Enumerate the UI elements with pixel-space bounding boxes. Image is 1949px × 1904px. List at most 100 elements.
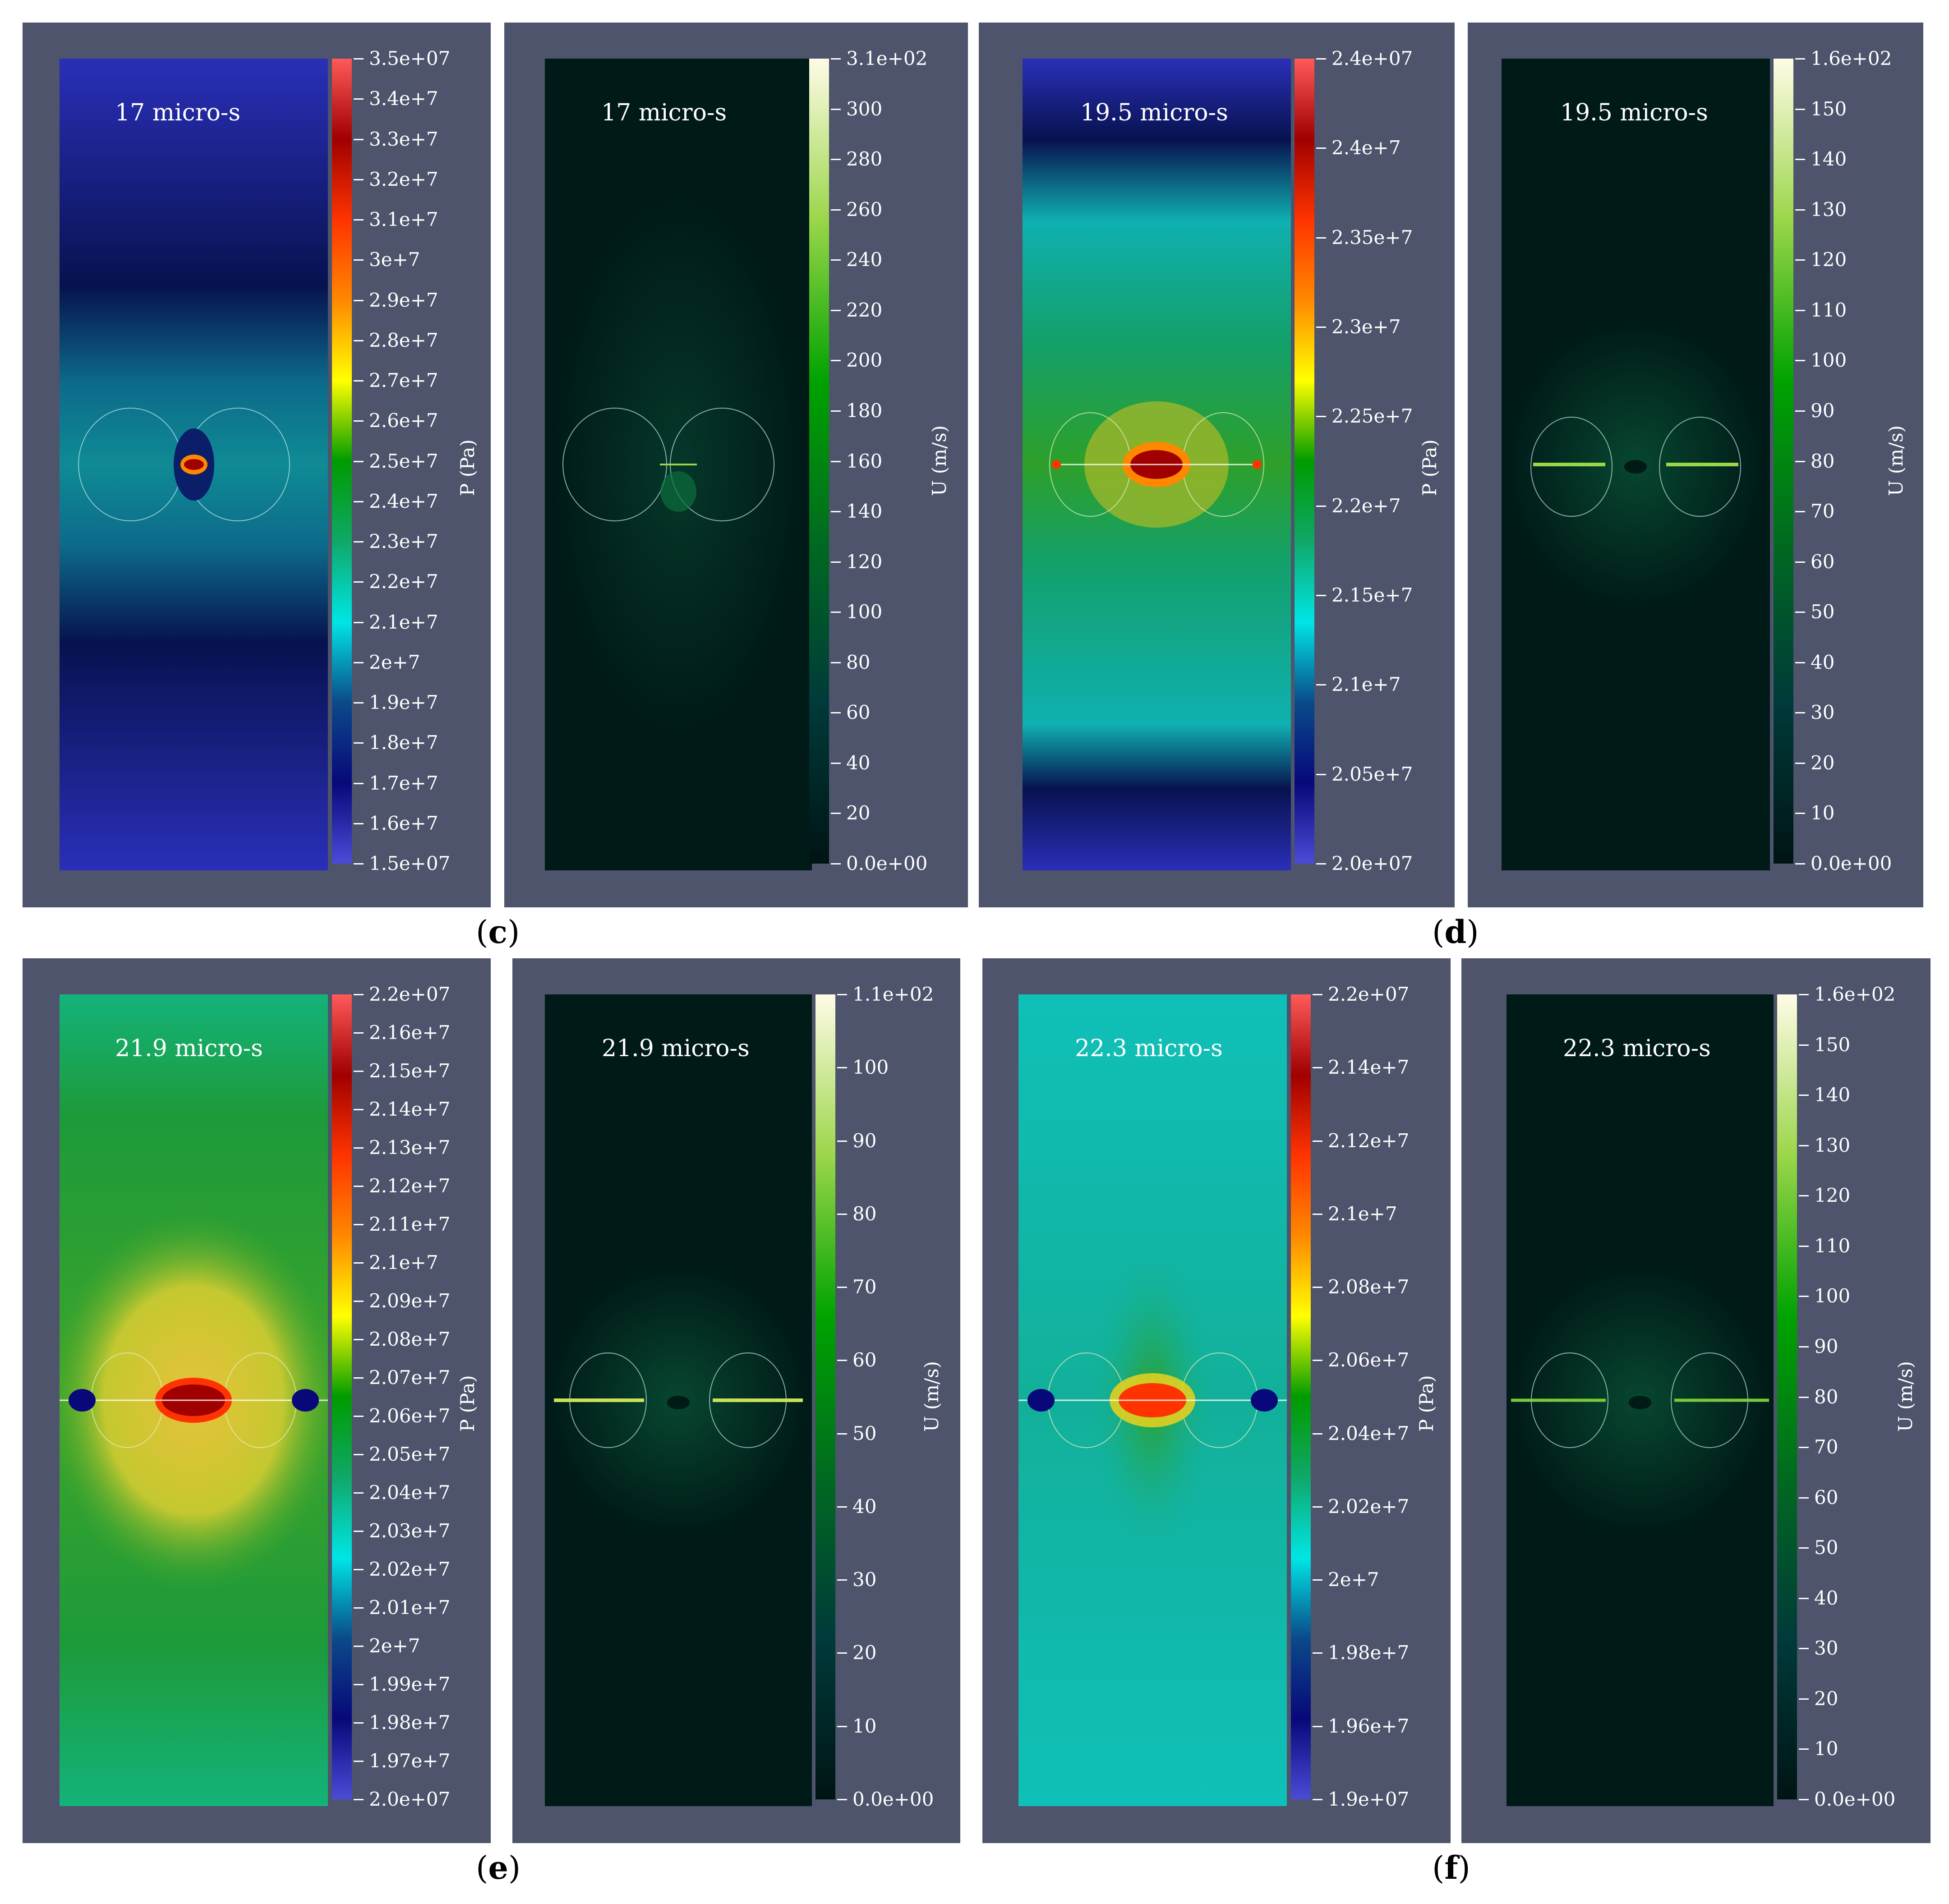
colorbar-tick (831, 813, 841, 814)
colorbar-tick (354, 340, 364, 341)
colorbar-tick (1799, 1598, 1809, 1599)
colorbar-tick-label: 1.8e+7 (369, 731, 438, 754)
colorbar-tick-label: 2.6e+7 (369, 409, 438, 432)
pressure-colorbar (1291, 994, 1311, 1799)
time-label: 21.9 micro-s (115, 1035, 263, 1062)
colorbar-tick (1795, 360, 1805, 361)
colorbar-tick (1313, 1287, 1322, 1288)
colorbar-tick-label: 150 (1814, 1034, 1851, 1056)
colorbar-tick-label: 1.99e+7 (369, 1673, 451, 1695)
colorbar-tick-label: 30 (852, 1568, 877, 1591)
colorbar-tick (1316, 147, 1326, 149)
colorbar-tick-label: 60 (846, 701, 871, 723)
colorbar-tick-label: 150 (1811, 98, 1847, 120)
colorbar-tick-label: 2.02e+7 (1328, 1495, 1410, 1518)
colorbar-tick-label: 1.98e+7 (369, 1711, 451, 1734)
colorbar-tick (1799, 1346, 1809, 1348)
pressure-plot-panel-f: 22.3 micro-s 2.2e+07 2.14e+7 2.12e+7 2.1e+7… (982, 958, 1451, 1843)
colorbar-tick-label: 10 (852, 1715, 877, 1737)
colorbar-tick (1795, 58, 1805, 60)
colorbar-tick-label: 2.1e+7 (369, 1251, 438, 1274)
colorbar-tick (1799, 1447, 1809, 1448)
colorbar-tick (837, 1433, 847, 1435)
colorbar-tick-label: 2.0e+07 (1332, 852, 1413, 874)
colorbar-tick-label: 100 (852, 1056, 889, 1078)
time-label: 19.5 micro-s (1560, 99, 1708, 126)
colorbar-tick (831, 360, 841, 361)
colorbar-tick (1799, 1547, 1809, 1549)
colorbar-tick-label: 2.14e+7 (369, 1098, 451, 1120)
pressure-colorbar-ticks: 2.2e+07 2.16e+7 2.15e+7 2.14e+7 2.13e+7 2.12e… (352, 985, 487, 1809)
colorbar-tick-label: 2e+7 (1328, 1568, 1379, 1591)
velocity-colorbar (816, 994, 835, 1799)
colorbar-tick (831, 712, 841, 713)
colorbar-tick (354, 1761, 364, 1762)
colorbar-tick-label: 90 (1814, 1335, 1838, 1357)
colorbar-tick-label: 0.0e+00 (1814, 1788, 1896, 1810)
colorbar-tick-label: 2.12e+7 (369, 1175, 451, 1197)
colorbar-tick (354, 98, 364, 100)
colorbar-tick-label: 220 (846, 299, 883, 321)
colorbar-tick (831, 561, 841, 563)
colorbar-tick-label: 2.06e+7 (369, 1405, 451, 1427)
colorbar-tick (1799, 1246, 1809, 1247)
colorbar-tick (1313, 1726, 1322, 1727)
colorbar-tick (1795, 813, 1805, 814)
pressure-colorbar (332, 59, 352, 864)
colorbar-title: P (Pa) (1415, 1375, 1438, 1432)
colorbar-tick-label: 2.01e+7 (369, 1596, 451, 1619)
colorbar-tick-label: 30 (1811, 701, 1835, 723)
colorbar-tick-label: 1.6e+7 (369, 812, 438, 834)
colorbar-tick (354, 139, 364, 140)
colorbar-tick-label: 80 (846, 651, 871, 673)
velocity-plot-panel-e: 21.9 micro-s 1.1e+02 100 90 80 70 60 50 40 30 20 1… (512, 958, 960, 1843)
colorbar-tick-label: 1.9e+07 (1328, 1788, 1410, 1810)
colorbar-tick (354, 380, 364, 382)
colorbar-tick-label: 3.1e+02 (846, 47, 928, 69)
colorbar-tick (1313, 1799, 1322, 1800)
colorbar-tick-label: 100 (1811, 349, 1847, 371)
colorbar-tick (837, 1287, 847, 1288)
colorbar-tick-label: 110 (1814, 1235, 1851, 1257)
colorbar-tick-label: 90 (852, 1130, 877, 1152)
colorbar-tick (837, 1799, 847, 1800)
colorbar-tick-label: 2.1e+7 (369, 611, 438, 633)
colorbar-tick-label: 1.98e+7 (1328, 1642, 1410, 1664)
colorbar-tick (831, 410, 841, 412)
colorbar-tick-label: 50 (1811, 601, 1835, 623)
colorbar-tick-label: 100 (1814, 1285, 1851, 1307)
colorbar-tick (354, 662, 364, 663)
colorbar-tick-label: 70 (1814, 1436, 1838, 1458)
colorbar-tick (1313, 994, 1322, 995)
colorbar-tick-label: 60 (852, 1349, 877, 1371)
colorbar-tick (354, 1301, 364, 1302)
colorbar-tick (1799, 1698, 1809, 1700)
time-label: 19.5 micro-s (1080, 99, 1228, 126)
pressure-plot-panel-e: 21.9 micro-s 2.2e+07 2.16e+7 2.15e+7 2.14e+… (23, 958, 491, 1843)
colorbar-tick-label: 2.12e+7 (1328, 1130, 1410, 1152)
colorbar-tick-label: 2.4e+7 (369, 490, 438, 512)
velocity-plot-panel-d: 19.5 micro-s 1.6e+02 150 140 130 120 110 100 90… (1468, 23, 1923, 907)
colorbar-tick-label: 40 (852, 1495, 877, 1518)
colorbar-tick (1795, 662, 1805, 663)
velocity-field-image (1507, 994, 1774, 1806)
colorbar-tick-label: 60 (1814, 1486, 1838, 1508)
colorbar-tick-label: 2.4e+07 (1332, 47, 1413, 69)
colorbar-tick-label: 3e+7 (369, 248, 420, 271)
colorbar-tick-label: 3.1e+7 (369, 208, 438, 230)
colorbar-tick (837, 994, 847, 995)
colorbar-tick (354, 1607, 364, 1609)
colorbar-tick-label: 90 (1811, 400, 1835, 422)
colorbar-tick (354, 420, 364, 422)
colorbar-tick-label: 2e+7 (369, 651, 420, 673)
colorbar-tick (1313, 1579, 1322, 1581)
colorbar-tick-label: 2.3e+7 (1332, 316, 1401, 338)
colorbar-tick (1795, 511, 1805, 512)
colorbar-tick (1316, 58, 1326, 60)
colorbar-tick-label: 20 (846, 802, 871, 824)
colorbar-tick (1313, 1652, 1322, 1654)
colorbar-tick (354, 1646, 364, 1647)
colorbar-tick (1313, 1506, 1322, 1508)
colorbar-tick-label: 40 (1811, 651, 1835, 673)
colorbar-tick-label: 140 (1811, 148, 1847, 170)
